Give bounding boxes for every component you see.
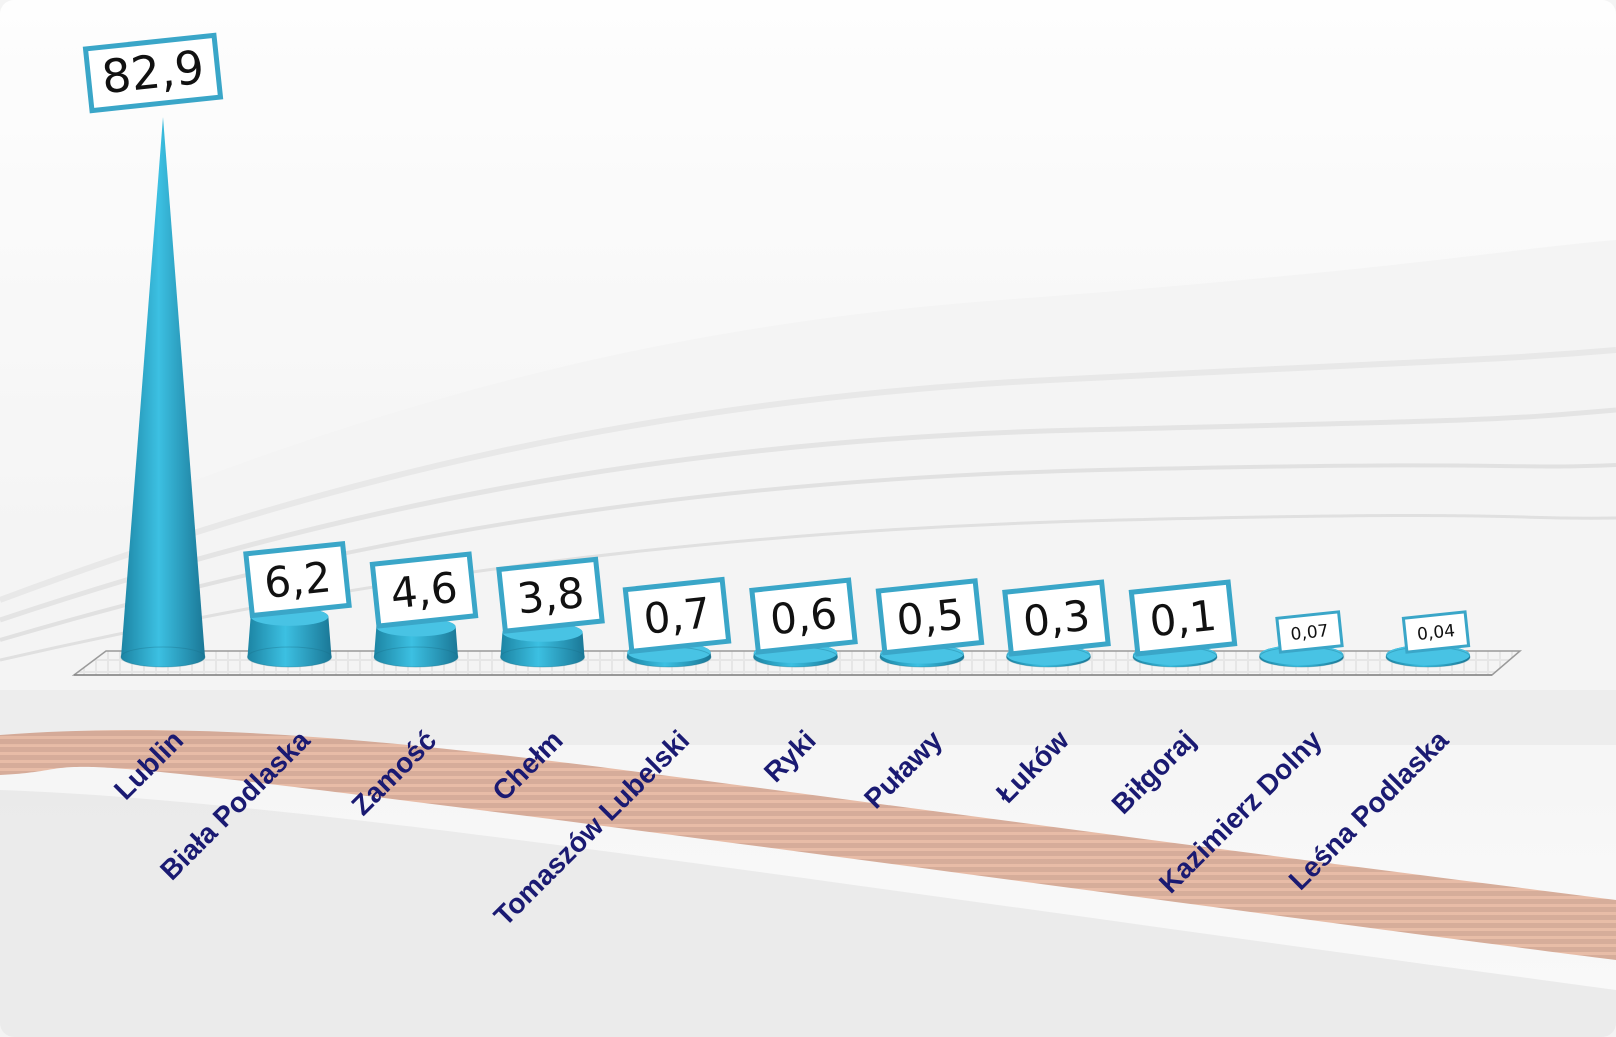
value-label: 3,8	[496, 556, 605, 634]
value-label: 0,5	[875, 578, 985, 656]
value-label-box	[82, 32, 224, 114]
value-label-box	[749, 577, 858, 655]
cone-bar-base	[120, 646, 206, 668]
value-label-box	[1128, 579, 1238, 657]
value-label: 6,2	[243, 540, 352, 619]
value-label: 0,3	[1002, 579, 1111, 657]
value-label-box	[1275, 610, 1344, 654]
value-label: 0,07	[1275, 610, 1344, 654]
value-label-text: 0,5	[894, 589, 966, 645]
value-label: 4,6	[369, 551, 479, 629]
value-label-box	[1002, 579, 1111, 657]
cone-bar-base	[500, 646, 585, 668]
value-label: 82,9	[82, 32, 224, 114]
value-label-text: 0,04	[1416, 621, 1456, 645]
value-label-box	[496, 556, 605, 634]
value-label-text: 0,7	[641, 588, 713, 644]
value-label: 0,7	[622, 576, 732, 655]
value-label-box	[369, 551, 479, 629]
value-label-box	[1401, 610, 1471, 654]
value-label-box	[622, 576, 732, 655]
value-label: 0,1	[1128, 579, 1238, 657]
value-label-text: 4,6	[388, 563, 460, 619]
value-label-text: 0,3	[1021, 591, 1093, 647]
cone-bar-body	[121, 117, 205, 667]
value-label-text: 3,8	[515, 568, 587, 624]
value-label-text: 0,6	[768, 589, 840, 645]
value-label-box	[243, 540, 352, 619]
value-label-text: 6,2	[262, 552, 334, 608]
cone-bar-base	[373, 646, 459, 668]
value-label-text: 82,9	[99, 40, 207, 104]
value-label: 0,04	[1401, 610, 1471, 654]
value-label-text: 0,07	[1290, 621, 1330, 645]
cone-bar	[120, 117, 206, 668]
cone-bar-base	[247, 646, 332, 668]
value-label: 0,6	[749, 577, 858, 655]
value-label-box	[875, 578, 985, 656]
value-label-text: 0,1	[1147, 591, 1219, 647]
value-labels-layer: 82,9 6,2 4,6 3,8 0,7 0,6 0,5 0,3 0,1 0,07 0,04	[82, 32, 1471, 657]
